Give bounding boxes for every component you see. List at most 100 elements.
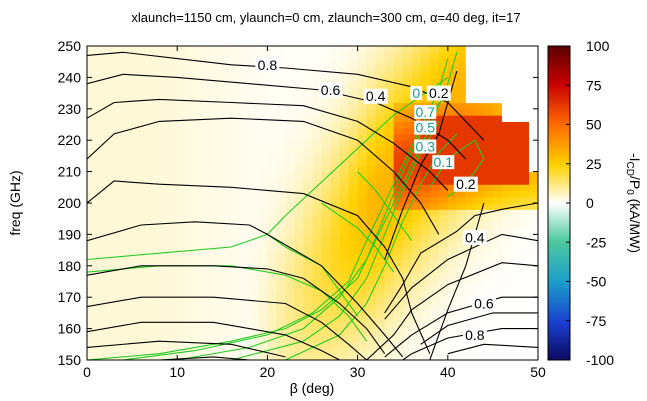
heat-cell — [447, 353, 458, 360]
heat-cell — [528, 297, 538, 305]
heat-cell — [150, 127, 160, 135]
heat-cell — [465, 133, 476, 141]
heat-cell — [168, 52, 178, 60]
heat-cell — [456, 152, 467, 160]
heat-cell — [276, 209, 287, 217]
heat-cell — [132, 196, 142, 204]
heat-cell — [258, 133, 268, 141]
heat-cell — [510, 133, 521, 141]
heat-cell — [483, 196, 494, 204]
heat-cell — [357, 190, 368, 198]
heat-cell — [402, 347, 413, 355]
heat-cell — [501, 133, 512, 141]
heat-cell — [429, 196, 440, 204]
heat-cell — [483, 64, 494, 72]
heat-cell — [186, 316, 196, 323]
heat-cell — [447, 121, 458, 129]
heat-cell — [249, 253, 259, 261]
heat-cell — [456, 209, 467, 217]
heat-cell — [195, 353, 205, 360]
heat-cell — [375, 334, 386, 342]
heat-cell — [213, 246, 223, 254]
heat-cell — [186, 209, 196, 217]
heat-cell — [384, 140, 395, 148]
heat-cell — [483, 190, 494, 198]
heat-cell — [87, 265, 97, 273]
heat-cell — [321, 77, 332, 85]
heat-cell — [339, 303, 350, 311]
heat-cell — [168, 297, 178, 305]
heat-cell — [285, 334, 296, 342]
heat-cell — [258, 152, 268, 160]
heat-cell — [222, 221, 232, 229]
heat-cell — [87, 108, 97, 116]
heat-cell — [510, 290, 521, 298]
heat-cell — [492, 140, 503, 148]
heat-cell — [240, 272, 250, 279]
heat-cell — [330, 309, 341, 317]
heat-cell — [528, 328, 538, 336]
heat-cell — [366, 64, 377, 72]
heat-cell — [321, 46, 332, 53]
heat-cell — [285, 309, 296, 317]
heat-cell — [294, 341, 305, 349]
heat-cell — [303, 328, 314, 336]
heat-cell — [213, 209, 223, 217]
heat-cell — [411, 58, 422, 66]
heat-cell — [150, 102, 160, 110]
heat-cell — [168, 278, 178, 286]
heat-cell — [213, 108, 223, 116]
heat-cell — [204, 77, 214, 85]
heat-cell — [204, 347, 214, 355]
heat-cell — [411, 203, 422, 210]
heat-cell — [150, 246, 160, 254]
heat-cell — [105, 165, 115, 173]
heat-cell — [123, 290, 133, 298]
heat-cell — [267, 253, 278, 261]
heat-cell — [528, 102, 538, 110]
heat-cell — [132, 253, 142, 261]
heat-cell — [87, 316, 97, 323]
heat-cell — [519, 102, 530, 110]
heat-cell — [222, 215, 232, 223]
heat-cell — [222, 209, 232, 217]
heat-cell — [276, 297, 287, 305]
heat-cell — [384, 46, 395, 53]
heat-cell — [312, 71, 323, 78]
heat-cell — [501, 334, 512, 342]
heat-cell — [447, 184, 458, 192]
chart-title: xlaunch=1150 cm, ylaunch=0 cm, zlaunch=3… — [131, 10, 520, 25]
heat-cell — [159, 115, 169, 122]
heat-cell — [249, 46, 259, 53]
heat-cell — [402, 259, 413, 267]
heat-cell — [438, 328, 449, 336]
heat-cell — [285, 171, 296, 179]
heat-cell — [195, 322, 205, 330]
heat-cell — [294, 184, 305, 192]
heat-cell — [312, 278, 323, 286]
heat-cell — [465, 190, 476, 198]
heat-cell — [213, 297, 223, 305]
heat-cell — [330, 215, 341, 223]
heat-cell — [375, 341, 386, 349]
heat-cell — [366, 328, 377, 336]
heat-cell — [267, 184, 278, 192]
heat-cell — [267, 265, 278, 273]
heat-cell — [159, 309, 169, 317]
green-contour-line — [87, 233, 359, 317]
heat-cell — [213, 228, 223, 235]
heat-cell — [141, 209, 151, 217]
heat-cell — [420, 309, 431, 317]
black-contour-line — [384, 296, 538, 358]
heat-cell — [168, 64, 178, 72]
heat-cell — [465, 127, 476, 135]
heat-cell — [330, 58, 341, 66]
heat-cell — [519, 209, 530, 217]
heat-cell — [195, 133, 205, 141]
heat-cell — [96, 133, 106, 141]
heat-cell — [267, 215, 278, 223]
heat-cell — [510, 121, 521, 129]
heat-cell — [357, 203, 368, 210]
heat-cell — [483, 152, 494, 160]
heat-cell — [465, 309, 476, 317]
